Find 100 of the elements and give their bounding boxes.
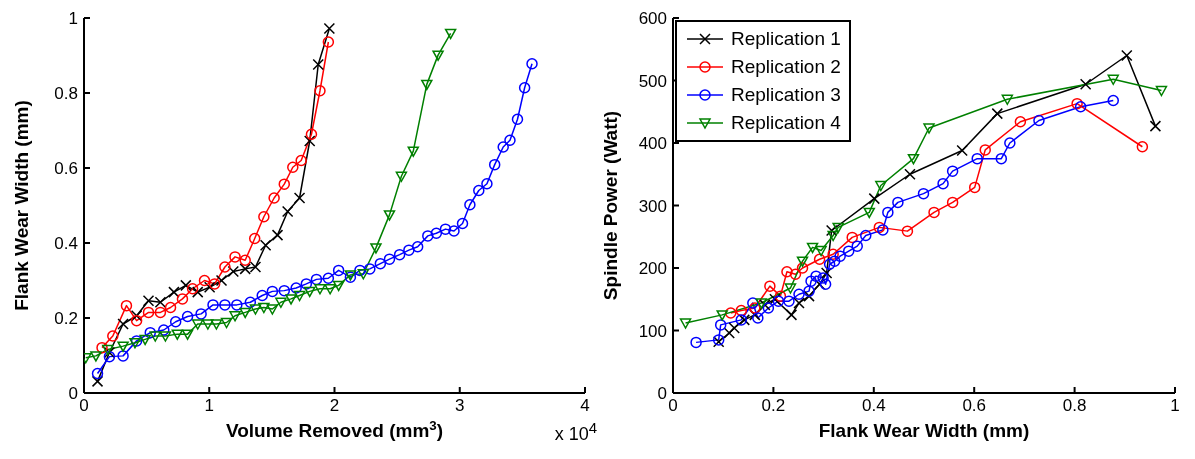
- point: [383, 210, 396, 221]
- point: [90, 351, 102, 362]
- point: [803, 290, 815, 302]
- point: [354, 264, 366, 277]
- point: [481, 178, 493, 190]
- point: [827, 230, 839, 242]
- point: [971, 152, 983, 165]
- y-tick-label: 100: [638, 321, 667, 341]
- point: [239, 254, 251, 266]
- point: [823, 258, 836, 270]
- point: [956, 144, 968, 157]
- point: [268, 192, 280, 204]
- point: [1074, 101, 1087, 113]
- point: [810, 270, 822, 282]
- point: [142, 306, 155, 319]
- point: [181, 329, 194, 340]
- point: [229, 251, 241, 263]
- point: [395, 171, 408, 182]
- point: [806, 242, 819, 254]
- point: [1107, 74, 1119, 85]
- point: [374, 257, 387, 270]
- point: [690, 336, 702, 349]
- point: [324, 284, 336, 295]
- point: [219, 299, 231, 311]
- point: [393, 248, 406, 261]
- point: [332, 280, 345, 292]
- y-tick-label: 500: [638, 71, 667, 91]
- point: [735, 304, 748, 317]
- point: [832, 222, 844, 234]
- point: [219, 261, 231, 273]
- point: [215, 274, 228, 287]
- point: [851, 240, 863, 252]
- point: [117, 341, 129, 352]
- point: [180, 279, 192, 292]
- point: [295, 154, 307, 167]
- point: [305, 128, 318, 140]
- point: [1071, 97, 1083, 110]
- point: [357, 269, 370, 280]
- point: [258, 302, 270, 314]
- x-axis-title: Flank Wear Width (mm): [818, 420, 1030, 441]
- point: [103, 350, 116, 363]
- x-tick-label: 0.8: [1062, 396, 1087, 416]
- point: [158, 324, 170, 336]
- point: [928, 206, 940, 219]
- y-tick-label: 0.4: [54, 234, 78, 254]
- point: [287, 161, 299, 173]
- x-tick-label: 0.6: [962, 396, 987, 416]
- point: [403, 244, 415, 256]
- legend-label: Replication 4: [731, 111, 841, 135]
- x-tick-label: 1: [1170, 396, 1180, 416]
- point: [968, 181, 981, 194]
- point: [488, 158, 501, 171]
- point: [504, 134, 516, 146]
- point: [497, 141, 509, 153]
- point: [892, 196, 904, 209]
- point: [210, 319, 223, 330]
- point: [231, 299, 243, 311]
- point: [96, 341, 108, 354]
- y-tick-label: 600: [638, 9, 667, 29]
- point: [303, 286, 316, 298]
- point: [882, 206, 894, 219]
- point: [1136, 141, 1149, 153]
- x-tick-label: 2: [329, 396, 340, 416]
- point: [820, 267, 833, 279]
- point: [747, 297, 759, 309]
- point: [181, 310, 194, 323]
- point: [772, 295, 785, 307]
- y-tick-label: 0.8: [54, 84, 78, 104]
- point: [285, 294, 297, 305]
- y-tick-label: 1: [68, 9, 78, 29]
- point: [813, 278, 826, 290]
- point: [842, 245, 855, 257]
- point: [724, 307, 737, 319]
- point: [91, 367, 104, 380]
- legend-label: Replication 2: [731, 55, 841, 79]
- y-tick-label: 0.6: [54, 159, 78, 179]
- point: [249, 304, 262, 315]
- point: [946, 165, 959, 177]
- point: [828, 255, 841, 267]
- point: [310, 273, 323, 286]
- point: [796, 256, 809, 267]
- point: [1149, 120, 1162, 132]
- point: [171, 329, 184, 340]
- point: [314, 284, 326, 295]
- point: [278, 284, 291, 297]
- legend-label: Replication 3: [731, 83, 841, 107]
- point: [714, 319, 727, 331]
- point: [370, 243, 382, 254]
- point: [785, 309, 798, 321]
- point: [191, 286, 204, 298]
- point: [332, 264, 345, 277]
- point: [169, 316, 182, 328]
- y-tick-label: 0.2: [54, 309, 78, 329]
- point: [917, 187, 930, 200]
- y-tick-label: 300: [638, 196, 667, 216]
- point: [1079, 78, 1092, 90]
- point: [430, 227, 443, 239]
- point: [293, 192, 306, 204]
- legend-label: Replication 1: [731, 27, 841, 51]
- point: [191, 319, 204, 330]
